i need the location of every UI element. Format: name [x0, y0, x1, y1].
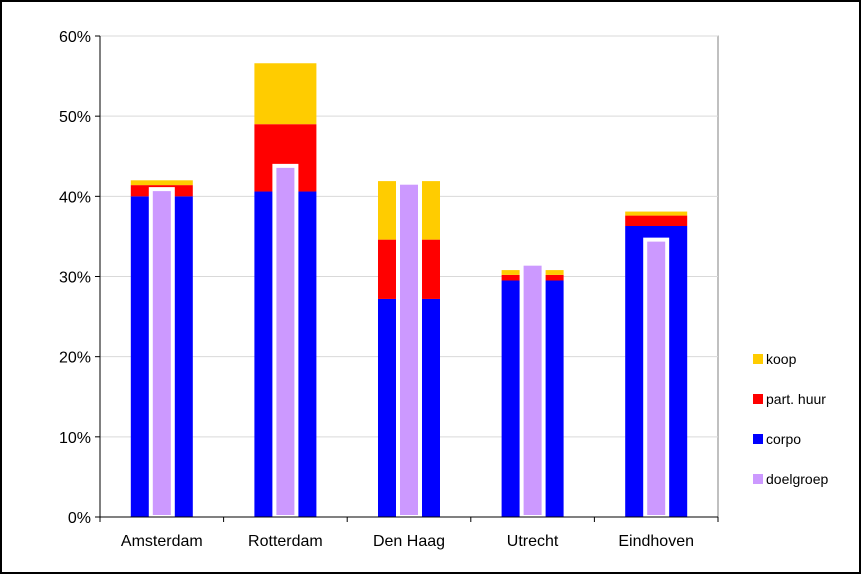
y-tick-label: 0% — [68, 510, 91, 527]
y-tick-label: 50% — [59, 109, 91, 126]
bar-koop-rotterdam — [254, 63, 317, 125]
x-tick-label: Rotterdam — [248, 533, 323, 550]
legend-label-part-huur: part. huur — [766, 391, 826, 407]
legend-label-doelgroep: doelgroep — [766, 471, 828, 487]
bar-doelgroep-eindhoven — [643, 237, 670, 520]
bar-doelgroep-den-haag — [396, 180, 422, 520]
legend-swatch-corpo — [753, 434, 763, 444]
x-tick-label: Den Haag — [373, 533, 445, 550]
bar-koop-amsterdam — [130, 180, 193, 186]
bar-doelgroep-rotterdam — [272, 163, 299, 519]
x-tick-label: Amsterdam — [121, 533, 203, 550]
legend-label-corpo: corpo — [766, 431, 801, 447]
bar-doelgroep-utrecht — [519, 261, 546, 519]
y-tick-label: 20% — [59, 350, 91, 367]
legend-swatch-doelgroep — [753, 474, 763, 484]
y-tick-label: 10% — [59, 430, 91, 447]
y-tick-label: 40% — [59, 189, 91, 206]
bar-koop-eindhoven — [625, 211, 688, 216]
legend-swatch-koop — [753, 354, 763, 364]
y-tick-label: 60% — [59, 29, 91, 46]
y-tick-label: 30% — [59, 270, 91, 287]
legend-label-koop: koop — [766, 351, 797, 367]
bar-part-huur-eindhoven — [625, 215, 688, 226]
x-tick-label: Utrecht — [507, 533, 559, 550]
x-tick-label: Eindhoven — [618, 533, 694, 550]
legend-swatch-part-huur — [753, 394, 763, 404]
bar-doelgroep-amsterdam — [148, 187, 175, 519]
